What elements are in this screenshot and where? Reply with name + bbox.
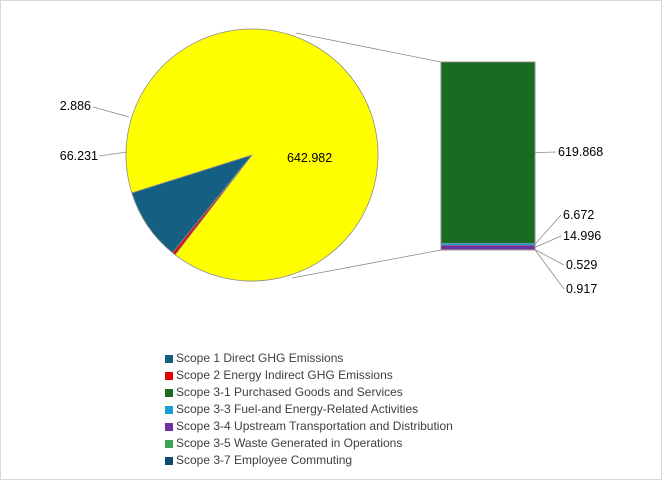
legend-item-scope-2-energy-indirect-ghg-emissions: Scope 2 Energy Indirect GHG Emissions bbox=[165, 367, 453, 384]
legend-swatch bbox=[165, 388, 173, 397]
pie-data-label-scope-2-energy-indirect-ghg-emissions: 2.886 bbox=[60, 99, 91, 113]
bar-data-label-scope-3-7-employee-commuting: 0.917 bbox=[566, 282, 597, 296]
legend-swatch bbox=[165, 456, 173, 465]
legend: Scope 1 Direct GHG Emissions Scope 2 Ener… bbox=[165, 350, 453, 469]
pie-data-label-scope-3: 642.982 bbox=[287, 151, 332, 165]
legend-label: Scope 3-5 Waste Generated in Operations bbox=[176, 436, 403, 450]
legend-swatch bbox=[165, 439, 173, 448]
bar-leader-line-scope-3-3-fuel-and-energy-related-activities bbox=[534, 214, 562, 245]
legend-label: Scope 2 Energy Indirect GHG Emissions bbox=[176, 368, 393, 382]
bar-outline bbox=[440, 61, 536, 251]
legend-item-scope-3-1-purchased-goods-and-services: Scope 3-1 Purchased Goods and Services bbox=[165, 384, 453, 401]
legend-label: Scope 3-7 Employee Commuting bbox=[176, 453, 353, 467]
pie-slice-scope-3 bbox=[125, 28, 379, 282]
bar-data-label-scope-3-1-purchased-goods-and-services: 619.868 bbox=[558, 145, 603, 159]
series-connector-bottom bbox=[291, 249, 442, 279]
pie-leader-line-scope-1-direct-ghg-emissions bbox=[98, 151, 128, 157]
legend-item-scope-3-7-employee-commuting: Scope 3-7 Employee Commuting bbox=[165, 452, 453, 469]
bar-data-label-scope-3-4-upstream-transportation-and-distribution: 14.996 bbox=[563, 229, 601, 243]
bar-leader-line-scope-3-7-employee-commuting bbox=[534, 249, 565, 290]
bar-data-label-scope-3-5-waste-generated-in-operations: 0.529 bbox=[566, 258, 597, 272]
bar-leader-line-scope-3-1-purchased-goods-and-services bbox=[534, 151, 557, 154]
bar-segment-scope-3-1-purchased-goods-and-services bbox=[440, 61, 536, 244]
legend-item-scope-3-5-waste-generated-in-operations: Scope 3-5 Waste Generated in Operations bbox=[165, 435, 453, 452]
bar-leader-line-scope-3-5-waste-generated-in-operations bbox=[534, 249, 565, 266]
bar-data-label-scope-3-3-fuel-and-energy-related-activities: 6.672 bbox=[563, 208, 594, 222]
legend-swatch bbox=[165, 371, 173, 380]
legend-swatch bbox=[165, 354, 173, 363]
legend-swatch bbox=[165, 405, 173, 414]
legend-swatch bbox=[165, 422, 173, 431]
bar-segment-scope-3-4-upstream-transportation-and-distribution bbox=[440, 244, 536, 250]
legend-label: Scope 3-1 Purchased Goods and Services bbox=[176, 385, 403, 399]
legend-item-scope-3-3-fuel-and-energy-related-activities: Scope 3-3 Fuel-and Energy-Related Activi… bbox=[165, 401, 453, 418]
bar-leader-line-scope-3-4-upstream-transportation-and-distribution bbox=[534, 235, 562, 248]
legend-item-scope-3-4-upstream-transportation-and-distribution: Scope 3-4 Upstream Transportation and Di… bbox=[165, 418, 453, 435]
series-connector-top bbox=[295, 32, 442, 63]
legend-item-scope-1-direct-ghg-emissions: Scope 1 Direct GHG Emissions bbox=[165, 350, 453, 367]
legend-label: Scope 1 Direct GHG Emissions bbox=[176, 351, 344, 365]
pie-data-label-scope-1-direct-ghg-emissions: 66.231 bbox=[60, 149, 98, 163]
legend-label: Scope 3-4 Upstream Transportation and Di… bbox=[176, 419, 453, 433]
legend-label: Scope 3-3 Fuel-and Energy-Related Activi… bbox=[176, 402, 419, 416]
pie-leader-line-scope-2-energy-indirect-ghg-emissions bbox=[92, 106, 130, 118]
